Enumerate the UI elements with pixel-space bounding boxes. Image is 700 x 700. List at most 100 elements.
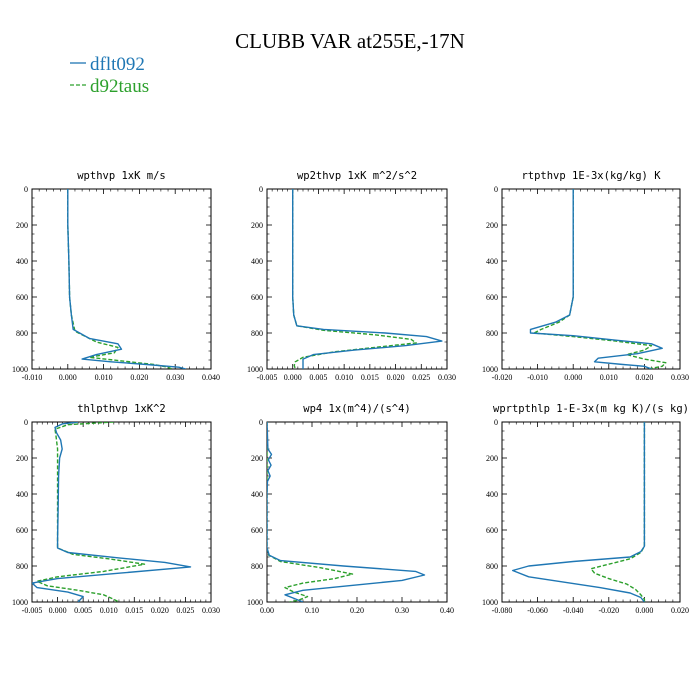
y-tick-label: 800	[251, 562, 263, 571]
series-line-d92taus	[267, 422, 354, 602]
panel-5: wp4 1x(m^4)/(s^4) 0.00 0.10 0.20 0.30 0.40 0 20…	[247, 403, 454, 615]
x-tick-label: 0.005	[74, 606, 92, 615]
y-tick-label: 0	[494, 185, 498, 194]
panel-1: wpthvp 1xK m/s -0.010 0.000 0.010 0.020 0.030…	[12, 170, 220, 382]
x-tick-label: 0.00	[260, 606, 274, 615]
series-line-d92taus	[590, 422, 646, 602]
y-tick-label: 800	[486, 329, 498, 338]
x-tick-label: 0.030	[166, 373, 184, 382]
panel-title: rtpthvp 1E-3x(kg/kg) K	[521, 170, 661, 182]
x-tick-label: -0.060	[527, 606, 548, 615]
x-tick-label: 0.40	[440, 606, 454, 615]
x-tick-label: 0.000	[635, 606, 653, 615]
y-tick-label: 800	[486, 562, 498, 571]
plot-frame	[31, 421, 212, 603]
plot-frame	[501, 188, 681, 370]
x-tick-label: 0.20	[350, 606, 364, 615]
x-tick-label: 0.020	[635, 373, 653, 382]
plot-frame	[501, 421, 681, 603]
panel-title: wp2thvp 1xK m^2/s^2	[297, 170, 417, 182]
x-tick-label: -0.040	[563, 606, 584, 615]
y-tick-label: 0	[494, 418, 498, 427]
x-tick-label: 0.040	[202, 373, 220, 382]
x-tick-label: 0.010	[95, 373, 113, 382]
x-tick-label: 0.020	[671, 606, 689, 615]
x-tick-label: 0.000	[49, 606, 67, 615]
y-tick-label: 200	[486, 454, 498, 463]
x-tick-label: 0.000	[59, 373, 77, 382]
series-line-d92taus	[533, 189, 667, 369]
y-tick-label: 1000	[247, 598, 263, 607]
panel-title: wp4 1x(m^4)/(s^4)	[303, 403, 410, 415]
panel-title: wprtpthlp 1-E-3x(m kg K)/(s kg)	[493, 403, 689, 415]
y-tick-label: 0	[259, 418, 263, 427]
x-tick-label: 0.025	[412, 373, 430, 382]
y-tick-label: 1000	[12, 365, 28, 374]
y-tick-label: 200	[251, 221, 263, 230]
series-line-d92taus	[292, 189, 417, 369]
x-tick-label: -0.005	[22, 606, 43, 615]
y-tick-label: 1000	[482, 598, 498, 607]
series-line-dflt092	[67, 189, 187, 369]
y-tick-label: 400	[486, 490, 498, 499]
y-tick-label: 800	[251, 329, 263, 338]
x-tick-label: -0.020	[492, 373, 513, 382]
y-tick-label: 600	[486, 526, 498, 535]
plot-frame	[266, 421, 448, 603]
x-tick-label: 0.025	[176, 606, 194, 615]
series-line-dflt092	[529, 189, 663, 369]
panel-title: thlpthvp 1xK^2	[77, 403, 166, 415]
x-tick-label: 0.000	[564, 373, 582, 382]
y-tick-label: 200	[251, 454, 263, 463]
y-tick-label: 200	[486, 221, 498, 230]
panel-2: wp2thvp 1xK m^2/s^2 -0.005 0.000 0.005 0.010…	[247, 170, 456, 382]
y-tick-label: 800	[16, 562, 28, 571]
legend-label-dflt092: dflt092	[90, 54, 145, 75]
y-tick-label: 600	[16, 526, 28, 535]
y-tick-label: 600	[251, 526, 263, 535]
panel-3: rtpthvp 1E-3x(kg/kg) K -0.020 -0.010 0.000 0…	[482, 170, 689, 382]
x-tick-label: 0.005	[309, 373, 327, 382]
y-tick-label: 0	[24, 185, 28, 194]
x-tick-label: 0.020	[130, 373, 148, 382]
plot-frame	[31, 188, 212, 370]
y-tick-label: 0	[24, 418, 28, 427]
x-tick-label: 0.010	[100, 606, 118, 615]
x-tick-label: -0.010	[22, 373, 43, 382]
y-tick-label: 400	[486, 257, 498, 266]
x-tick-label: -0.080	[492, 606, 513, 615]
plot-frame	[266, 188, 448, 370]
y-tick-label: 1000	[482, 365, 498, 374]
y-tick-label: 400	[16, 257, 28, 266]
panel-6: wprtpthlp 1-E-3x(m kg K)/(s kg) -0.080 -0.…	[482, 403, 689, 615]
x-tick-label: 0.015	[125, 606, 143, 615]
x-tick-label: 0.030	[671, 373, 689, 382]
x-tick-label: 0.30	[395, 606, 409, 615]
y-tick-label: 200	[16, 454, 28, 463]
series-line-d92taus	[36, 422, 146, 602]
x-tick-label: -0.020	[598, 606, 619, 615]
y-tick-label: 200	[16, 221, 28, 230]
panel-title: wpthvp 1xK m/s	[77, 170, 166, 182]
x-tick-label: 0.030	[438, 373, 456, 382]
series-line-d92taus	[67, 189, 172, 369]
x-tick-label: 0.020	[151, 606, 169, 615]
y-tick-label: 600	[486, 293, 498, 302]
series-line-dflt092	[292, 189, 443, 369]
x-tick-label: 0.10	[305, 606, 319, 615]
series-line-dflt092	[267, 422, 426, 602]
x-tick-label: 0.030	[202, 606, 220, 615]
y-tick-label: 1000	[247, 365, 263, 374]
legend: dflt092 d92taus	[70, 54, 149, 97]
x-tick-label: 0.010	[600, 373, 618, 382]
y-tick-label: 400	[251, 490, 263, 499]
y-tick-label: 400	[16, 490, 28, 499]
x-tick-label: 0.010	[335, 373, 353, 382]
x-tick-label: -0.005	[257, 373, 278, 382]
y-tick-label: 800	[16, 329, 28, 338]
legend-label-d92taus: d92taus	[90, 76, 149, 97]
series-line-dflt092	[511, 422, 646, 602]
panel-4: thlpthvp 1xK^2 -0.005 0.000 0.005 0.010 0.015…	[12, 403, 220, 615]
series-line-dflt092	[32, 422, 192, 602]
